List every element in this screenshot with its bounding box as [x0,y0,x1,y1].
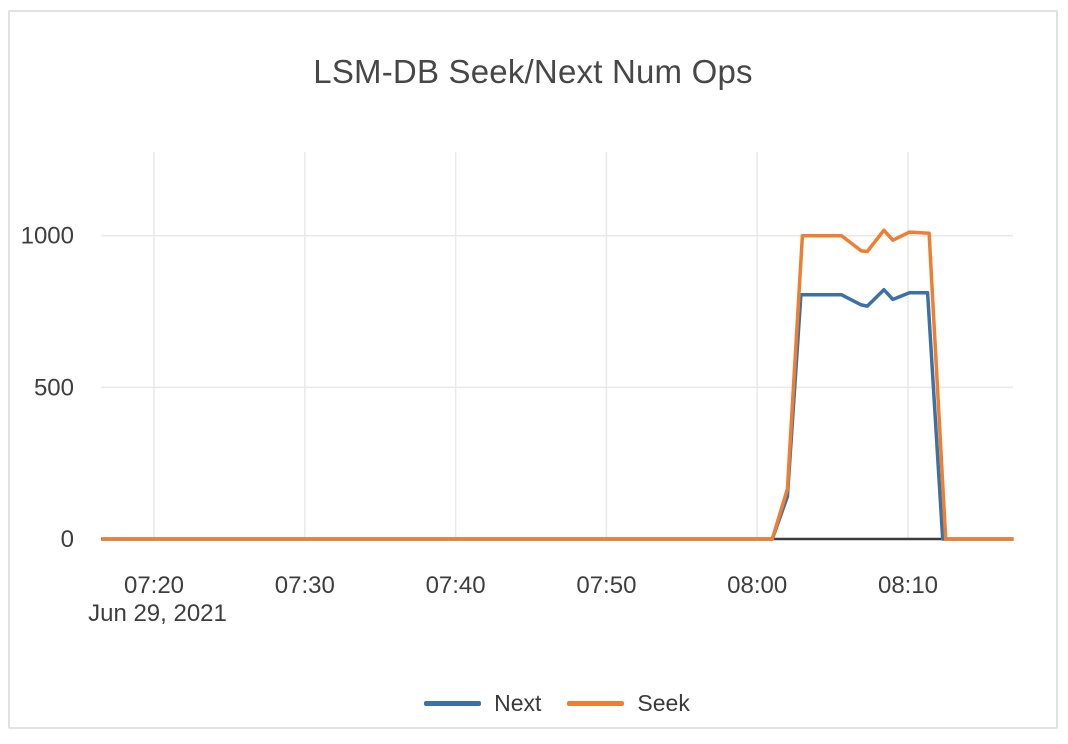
y-tick-label: 500 [34,374,74,401]
series-line-seek[interactable] [101,228,1014,541]
y-tick-label: 0 [61,526,74,553]
legend: Next Seek [101,690,1013,717]
x-tick-label: 07:20 [124,572,184,599]
series-line-next[interactable] [101,287,1014,541]
x-tick-label: 08:10 [878,572,938,599]
next-line-swatch [424,701,482,706]
legend-item-seek[interactable]: Seek [567,690,690,717]
legend-label-next: Next [494,690,542,716]
seek-line-swatch [567,701,625,706]
x-tick-label: 08:00 [727,572,787,599]
x-axis-date-label: Jun 29, 2021 [88,600,227,627]
x-tick-label: 07:40 [426,572,486,599]
chart-title: LSM-DB Seek/Next Num Ops [313,53,753,90]
y-axis-tick-labels: 0 500 1000 [21,223,74,553]
x-tick-label: 07:50 [576,572,636,599]
legend-label-seek: Seek [637,690,690,716]
data-series-lines [101,228,1014,541]
x-axis-tick-labels: 07:20 07:30 07:40 07:50 08:00 08:10 [124,572,938,599]
x-tick-label: 07:30 [275,572,335,599]
chart-card: LSM-DB Seek/Next Num Ops 07:20 07:30 07:40… [8,10,1058,729]
y-tick-label: 1000 [21,223,74,250]
legend-item-next[interactable]: Next [424,690,541,717]
gridlines [101,152,1013,538]
